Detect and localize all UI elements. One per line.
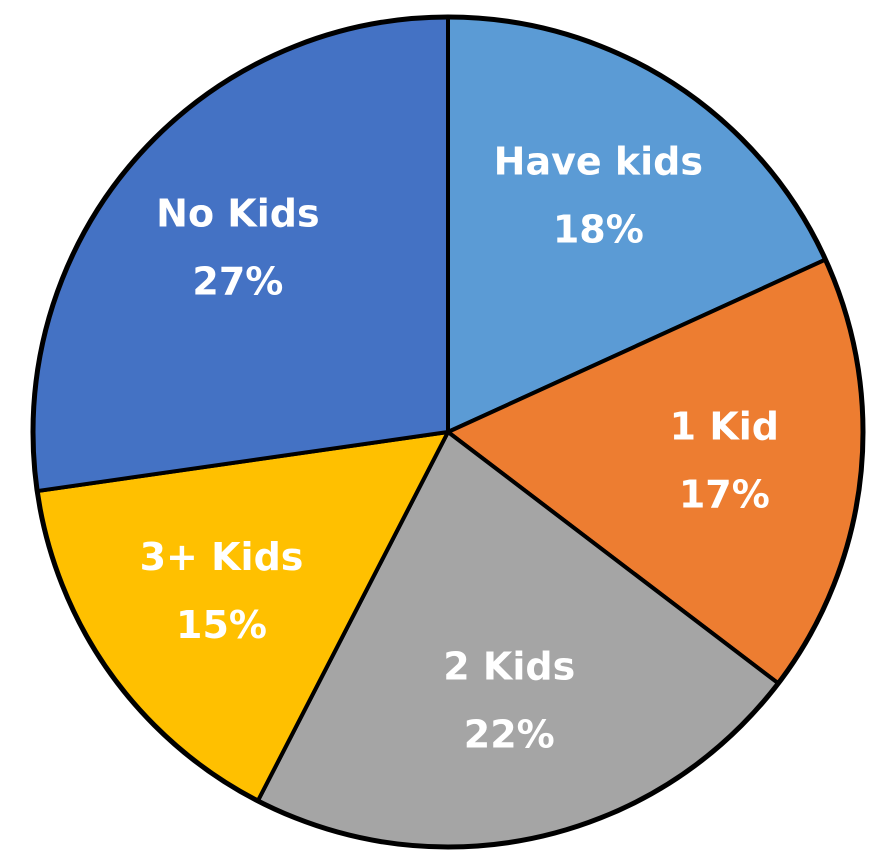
slice-value-no-kids: 27%	[192, 259, 283, 303]
slice-value-3plus-kids: 15%	[176, 603, 267, 647]
slice-label-1-kid: 1 Kid	[670, 404, 779, 448]
pie-outline	[30, 14, 866, 850]
slice-value-2-kids: 22%	[464, 713, 555, 757]
slice-label-2-kids: 2 Kids	[443, 645, 575, 689]
slice-label-have-kids: Have kids	[494, 140, 703, 184]
slice-value-1-kid: 17%	[679, 472, 770, 516]
slice-label-3plus-kids: 3+ Kids	[140, 535, 304, 579]
pie-labels: Have kids 18% 1 Kid 17% 2 Kids 22% 3+ Kids 15% N…	[140, 140, 779, 757]
pie-slice-no-kids	[31, 15, 450, 494]
slice-value-have-kids: 18%	[553, 208, 644, 252]
slice-label-no-kids: No Kids	[156, 191, 319, 235]
